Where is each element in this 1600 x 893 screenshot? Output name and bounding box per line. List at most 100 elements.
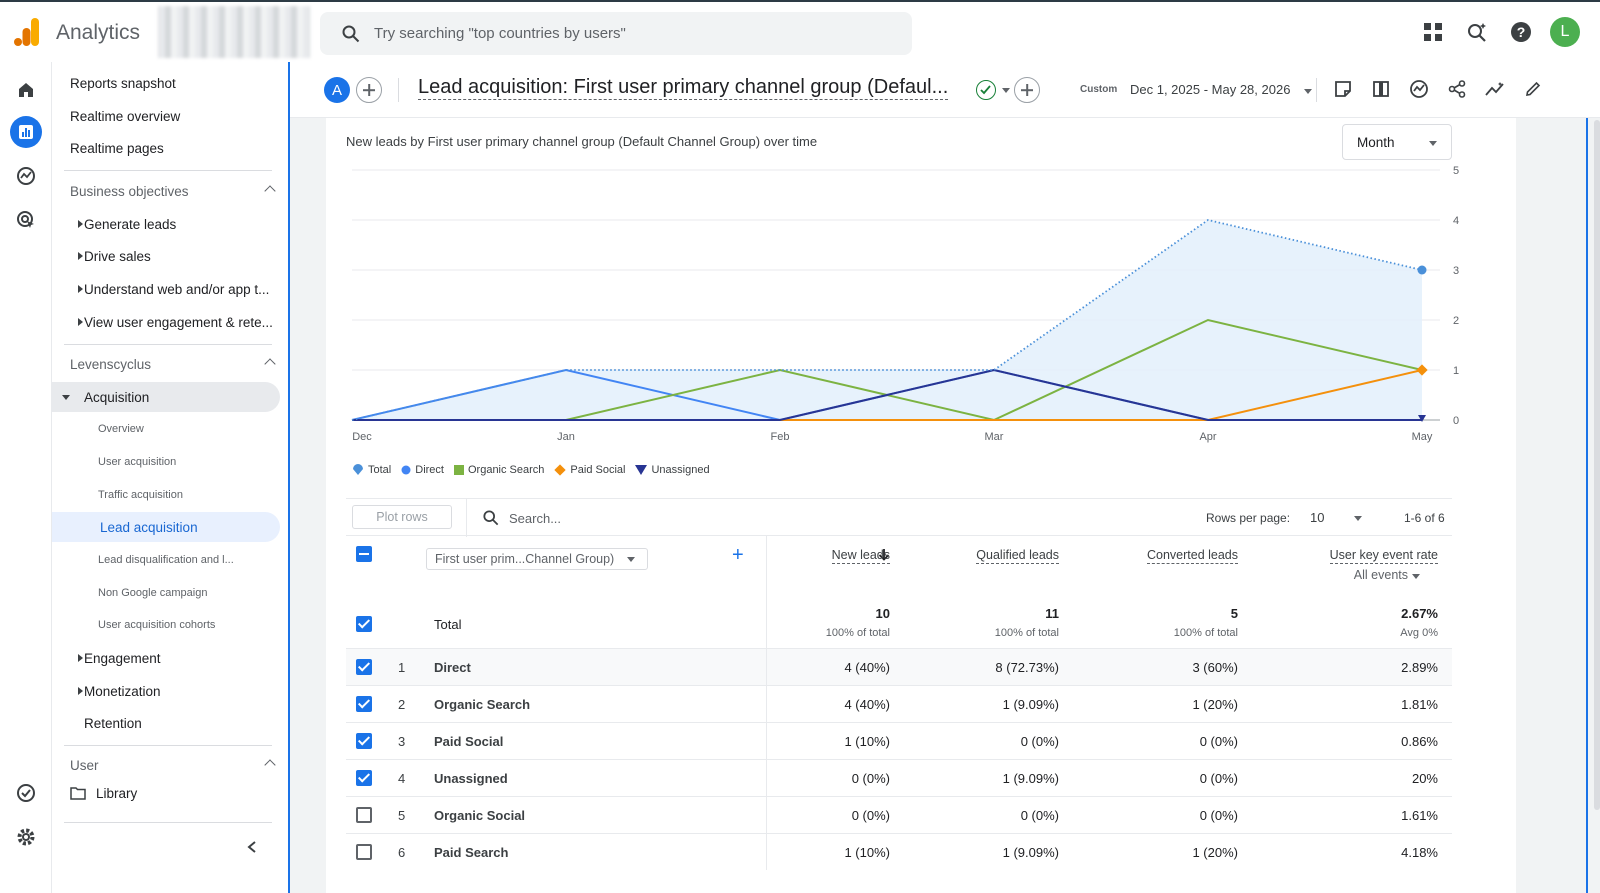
column-header-converted-leads[interactable]: Converted leads (1146, 548, 1238, 564)
analytics-logo-icon[interactable] (14, 18, 40, 46)
select-all-checkbox[interactable] (356, 546, 372, 562)
share-icon[interactable] (1444, 76, 1470, 102)
account-selector[interactable] (158, 6, 310, 58)
comparison-badge[interactable]: A (324, 77, 350, 103)
date-caret-down-icon[interactable] (1304, 89, 1312, 94)
sidebar-item-lead-disqualification[interactable]: Lead disqualification and l... (70, 545, 288, 575)
legend-item[interactable]: Direct (401, 464, 444, 476)
sidebar-item-acquisition[interactable]: Acquisition (52, 382, 280, 412)
row-converted-leads: 0 (0%) (1199, 771, 1238, 786)
avatar[interactable]: L (1550, 17, 1580, 47)
sidebar-item-realtime-overview[interactable]: Realtime overview (70, 101, 288, 131)
events-filter-select[interactable]: All events (1354, 568, 1408, 582)
sidebar-item-realtime-pages[interactable]: Realtime pages (70, 133, 288, 163)
add-comparison-button[interactable] (356, 77, 382, 103)
sidebar-item-library[interactable]: Library (70, 778, 288, 808)
column-header-user-key-event-rate[interactable]: User key event rate (1329, 548, 1438, 564)
search-bar[interactable]: Try searching "top countries by users" (320, 12, 912, 55)
admin-check-icon[interactable] (10, 777, 42, 809)
sidebar-item-drive-sales[interactable]: Drive sales (70, 241, 288, 271)
home-icon[interactable] (10, 74, 42, 106)
row-checkbox[interactable] (356, 770, 372, 786)
sidebar-section-business-objectives[interactable]: Business objectives (70, 176, 288, 206)
rows-per-page-select[interactable]: 10 (1310, 510, 1324, 525)
column-divider (766, 686, 767, 722)
row-checkbox[interactable] (356, 696, 372, 712)
chevron-up-icon[interactable] (264, 185, 276, 197)
legend-item[interactable]: Total (352, 464, 391, 476)
table-row[interactable]: 1 Direct 4 (40%) 8 (72.73%) 3 (60%) 2.89% (346, 648, 1452, 685)
sidebar-item-reports-snapshot[interactable]: Reports snapshot (70, 68, 288, 98)
trend-icon[interactable] (1482, 76, 1508, 102)
caret-down-icon[interactable] (1412, 574, 1420, 579)
granularity-select[interactable]: Month (1342, 124, 1452, 160)
sidebar-item-non-google-campaign[interactable]: Non Google campaign (70, 578, 288, 608)
legend-item[interactable]: Paid Social (554, 464, 625, 476)
chevron-up-icon[interactable] (264, 759, 276, 771)
sidebar-item-traffic-acquisition[interactable]: Traffic acquisition (70, 480, 288, 510)
apps-grid-icon[interactable] (1418, 17, 1448, 47)
sidebar-item-user-acquisition[interactable]: User acquisition (70, 447, 288, 477)
compare-icon[interactable] (1368, 76, 1394, 102)
search-insights-icon[interactable] (1462, 17, 1492, 47)
sidebar-section-levenscyclus[interactable]: Levenscyclus (70, 349, 288, 379)
sidebar-item-retention[interactable]: Retention (70, 708, 288, 738)
row-checkbox[interactable] (356, 733, 372, 749)
help-icon[interactable]: ? (1506, 17, 1536, 47)
customize-report-icon[interactable] (1330, 76, 1356, 102)
sidebar-item-view-engagement[interactable]: View user engagement & rete... (70, 307, 288, 337)
table-row[interactable]: 5 Organic Social 0 (0%) 0 (0%) 0 (0%) 1.61% (346, 796, 1452, 833)
legend-item[interactable]: Unassigned (635, 464, 710, 476)
scrollbar[interactable] (1594, 120, 1600, 810)
row-index: 3 (398, 734, 406, 749)
caret-down-icon[interactable] (1354, 516, 1362, 521)
table-search[interactable]: Search... (466, 499, 561, 537)
add-filter-button[interactable] (1014, 77, 1040, 103)
sidebar-item-user-acquisition-cohorts[interactable]: User acquisition cohorts (70, 610, 288, 640)
caret-right-icon (78, 252, 83, 260)
explore-icon[interactable] (10, 160, 42, 192)
add-dimension-button[interactable]: + (732, 544, 744, 566)
legend-item[interactable]: Organic Search (453, 464, 544, 476)
page-title[interactable]: Lead acquisition: First user primary cha… (418, 76, 949, 100)
dimension-select[interactable]: First user prim...Channel Group) (426, 548, 648, 570)
chevron-up-icon[interactable] (264, 358, 276, 370)
total-converted-share: 100% of total (1173, 627, 1238, 639)
column-header-new-leads[interactable]: New leads (831, 548, 890, 564)
table-row[interactable]: 3 Paid Social 1 (10%) 0 (0%) 0 (0%) 0.86% (346, 722, 1452, 759)
row-checkbox[interactable] (356, 659, 372, 675)
row-key-event-rate: 2.89% (1401, 660, 1438, 675)
report-status-check-icon[interactable] (976, 80, 996, 100)
left-rail (0, 62, 52, 893)
reports-icon[interactable] (10, 116, 42, 148)
advertising-icon[interactable] (10, 204, 42, 236)
collapse-sidebar-icon[interactable] (246, 840, 258, 854)
row-channel-name: Paid Search (434, 845, 509, 860)
search-input[interactable]: Try searching "top countries by users" (374, 25, 626, 42)
row-checkbox[interactable] (356, 844, 372, 860)
sort-desc-icon[interactable] (878, 548, 890, 565)
plot-rows-button[interactable]: Plot rows (352, 505, 452, 529)
date-range-picker[interactable]: Dec 1, 2025 - May 28, 2026 (1130, 82, 1291, 97)
column-divider (766, 834, 767, 870)
table-row[interactable]: 2 Organic Search 4 (40%) 1 (9.09%) 1 (20%) 1.… (346, 685, 1452, 722)
sidebar-item-engagement[interactable]: Engagement (70, 643, 288, 673)
table-row[interactable]: 6 Paid Search 1 (10%) 1 (9.09%) 1 (20%) 4.18% (346, 833, 1452, 870)
total-checkbox[interactable] (356, 616, 372, 632)
table-row[interactable]: 4 Unassigned 0 (0%) 1 (9.09%) 0 (0%) 20% (346, 759, 1452, 796)
sidebar-item-generate-leads[interactable]: Generate leads (70, 209, 288, 239)
row-checkbox[interactable] (356, 807, 372, 823)
insights-icon[interactable] (1406, 76, 1432, 102)
column-header-qualified-leads[interactable]: Qualified leads (976, 548, 1059, 564)
section-label: Business objectives (70, 183, 189, 199)
dimension-value: First user prim...Channel Group) (435, 552, 615, 566)
sidebar-item-understand[interactable]: Understand web and/or app t... (70, 274, 288, 304)
caret-down-icon[interactable] (1002, 88, 1010, 93)
settings-icon[interactable] (10, 821, 42, 853)
sidebar-item-monetization[interactable]: Monetization (70, 676, 288, 706)
sidebar-item-overview[interactable]: Overview (70, 414, 288, 444)
edit-icon[interactable] (1520, 76, 1546, 102)
sidebar-section-user[interactable]: User (70, 750, 288, 780)
sidebar-item-lead-acquisition[interactable]: Lead acquisition (52, 512, 280, 542)
table-search-input[interactable]: Search... (509, 510, 562, 526)
